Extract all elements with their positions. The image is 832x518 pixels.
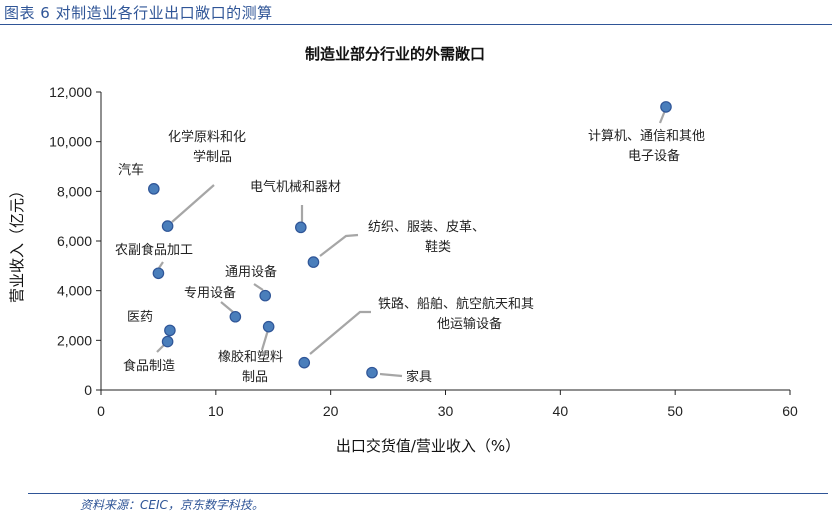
point-label: 电气机械和器材 — [250, 179, 341, 195]
data-point — [366, 366, 378, 379]
y-axis-label: 营业收入（亿元） — [8, 183, 26, 303]
data-point — [307, 256, 320, 268]
x-tick-label: 20 — [323, 403, 339, 419]
point-label: 通用设备 — [225, 264, 277, 280]
point-label: 鞋类 — [425, 239, 451, 255]
data-point — [161, 335, 174, 348]
figure-caption: 图表 6 对制造业各行业出口敞口的测算 — [4, 4, 273, 22]
x-tick-label: 10 — [208, 403, 224, 419]
point-label: 纺织、服装、皮革、 — [368, 220, 485, 235]
y-tick-label: 10,000 — [49, 134, 92, 150]
leader-line — [158, 261, 164, 269]
top-divider — [0, 24, 832, 25]
data-point — [148, 183, 160, 195]
point-label: 铁路、船舶、航空航天和其 — [378, 296, 534, 312]
point-label: 医药 — [127, 310, 153, 325]
y-tick-label: 8,000 — [57, 183, 92, 199]
scatter-chart: 制造业部分行业的外需敞口 0 2,000 4,000 6,000 8,000 10,000… — [8, 45, 798, 455]
point-label: 农副食品加工 — [115, 242, 193, 258]
chart-title: 制造业部分行业的外需敞口 — [305, 45, 485, 63]
data-point — [164, 324, 176, 337]
leader-line — [260, 329, 270, 351]
point-label: 食品制造 — [123, 358, 175, 374]
point-label: 计算机、通信和其他 — [588, 129, 705, 144]
point-label: 汽车 — [118, 162, 144, 178]
y-tick-label: 12,000 — [49, 84, 92, 100]
data-point — [298, 356, 311, 369]
data-points — [148, 101, 672, 379]
x-tick-label: 40 — [553, 403, 569, 419]
point-label: 橡胶和塑料 — [218, 349, 283, 365]
x-tick-label: 30 — [438, 403, 454, 419]
x-tick-label: 50 — [667, 403, 683, 419]
point-label: 家具 — [406, 369, 432, 385]
leader-line — [309, 310, 371, 355]
data-point — [229, 310, 242, 323]
bottom-divider — [28, 493, 828, 494]
y-tick-label: 2,000 — [57, 332, 92, 348]
leader-lines — [156, 107, 668, 378]
x-axis-label: 出口交货值/营业收入（%） — [336, 437, 520, 455]
point-label: 学制品 — [193, 149, 232, 165]
x-tick-label: 60 — [782, 403, 798, 419]
leader-line — [319, 233, 359, 257]
x-tick-label: 0 — [97, 403, 105, 419]
axes: 0 2,000 4,000 6,000 8,000 10,000 12,000 0 10 20 30… — [49, 84, 798, 419]
leader-line — [253, 283, 264, 291]
y-tick-label: 0 — [84, 382, 92, 398]
point-label: 专用设备 — [184, 285, 236, 301]
data-point — [152, 267, 165, 280]
leader-line — [379, 372, 403, 378]
point-label: 制品 — [242, 370, 268, 385]
y-tick-label: 6,000 — [57, 233, 92, 249]
data-point — [161, 220, 174, 232]
data-point — [660, 101, 672, 113]
y-tick-label: 4,000 — [57, 283, 92, 299]
point-label: 他运输设备 — [437, 316, 502, 332]
leader-line — [171, 184, 215, 223]
data-point — [259, 289, 272, 302]
point-label: 化学原料和化 — [168, 129, 246, 145]
source-note: 资料来源：CEIC，京东数字科技。 — [80, 498, 264, 512]
data-point — [295, 221, 307, 234]
data-point — [262, 320, 275, 333]
leader-line — [220, 301, 234, 313]
point-label: 电子设备 — [628, 148, 680, 164]
